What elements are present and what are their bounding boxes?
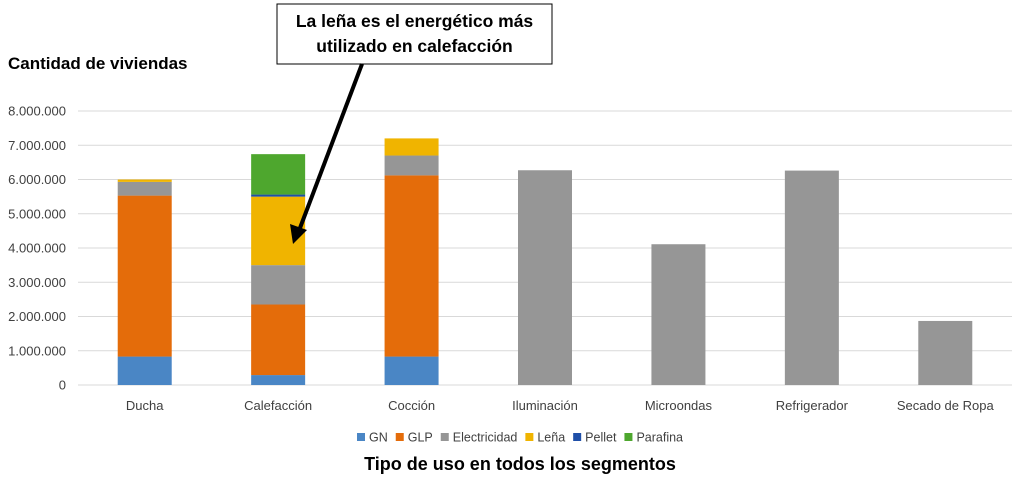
legend-label: GN bbox=[369, 431, 388, 445]
x-tick-label: Microondas bbox=[645, 398, 713, 413]
y-tick-label: 1.000.000 bbox=[8, 343, 66, 358]
legend-swatch bbox=[440, 433, 449, 441]
y-tick-label: 2.000.000 bbox=[8, 309, 66, 324]
x-tick-label: Calefacción bbox=[244, 398, 312, 413]
bar-segment bbox=[117, 179, 172, 182]
annotation-arrow-head bbox=[290, 224, 307, 244]
y-tick-label: 7.000.000 bbox=[8, 138, 66, 153]
legend-swatch bbox=[624, 433, 633, 441]
bar-segment bbox=[384, 175, 439, 357]
legend-label: Electricidad bbox=[453, 431, 518, 445]
bar-segment bbox=[251, 265, 306, 305]
x-tick-label: Refrigerador bbox=[776, 398, 849, 413]
x-tick-label: Iluminación bbox=[512, 398, 578, 413]
legend-swatch bbox=[573, 433, 582, 441]
legend-swatch bbox=[395, 433, 404, 441]
y-axis-ticks: 0 1.000.000 2.000.000 3.000.000 4.000.000 5.0… bbox=[8, 104, 66, 393]
bar-segment bbox=[518, 170, 572, 385]
annotation-callout: La leña es el energético más utilizado e… bbox=[276, 3, 553, 244]
y-tick-label: 4.000.000 bbox=[8, 241, 66, 256]
annotation-box bbox=[276, 3, 553, 65]
bar-segment bbox=[251, 154, 306, 195]
y-tick-label: 6.000.000 bbox=[8, 172, 66, 187]
annotation-line-1: La leña es el energético más bbox=[296, 11, 534, 31]
bar-segment bbox=[251, 194, 306, 197]
legend-swatch bbox=[356, 433, 365, 441]
bar-segment bbox=[117, 181, 172, 196]
legend-swatch bbox=[525, 433, 534, 441]
legend-label: Leña bbox=[537, 431, 565, 445]
bar-segment bbox=[117, 356, 172, 385]
bar-segment bbox=[384, 138, 439, 156]
bar-segment bbox=[251, 304, 306, 376]
bar-segment bbox=[251, 375, 306, 385]
annotation-arrow-shaft bbox=[298, 63, 364, 229]
x-tick-label: Ducha bbox=[126, 398, 164, 413]
x-axis-ticks: Ducha Calefacción Cocción Iluminación Microo… bbox=[126, 398, 995, 413]
bar-segment bbox=[918, 320, 973, 385]
y-tick-label: 3.000.000 bbox=[8, 275, 66, 290]
legend: GN GLP Electricidad Leña Pellet Parafina bbox=[356, 431, 683, 445]
legend-label: GLP bbox=[408, 431, 433, 445]
y-tick-label: 8.000.000 bbox=[8, 104, 66, 119]
annotation-line-2: utilizado en calefacción bbox=[316, 36, 512, 56]
bar-segment bbox=[784, 170, 839, 385]
bar-segment bbox=[117, 195, 172, 357]
bars bbox=[117, 138, 973, 385]
y-tick-label: 0 bbox=[59, 378, 66, 393]
legend-label: Pellet bbox=[585, 431, 617, 445]
legend-label: Parafina bbox=[636, 431, 683, 445]
bar-segment bbox=[384, 356, 439, 385]
x-tick-label: Secado de Ropa bbox=[897, 398, 995, 413]
x-tick-label: Cocción bbox=[388, 398, 435, 413]
y-tick-label: 5.000.000 bbox=[8, 206, 66, 221]
bar-segment bbox=[651, 244, 706, 385]
x-axis-title: Tipo de uso en todos los segmentos bbox=[364, 454, 676, 474]
bar-segment bbox=[384, 155, 439, 176]
y-axis-title: Cantidad de viviendas bbox=[8, 54, 188, 73]
